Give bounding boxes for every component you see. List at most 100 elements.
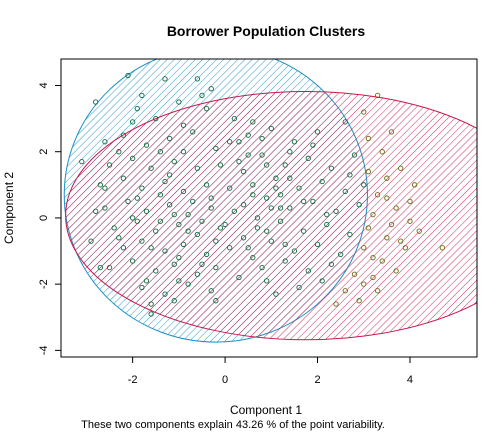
data-point [333,208,339,214]
data-point [139,185,145,191]
data-point [148,301,154,307]
data-point [180,188,187,195]
data-point [153,268,159,274]
data-point [213,145,219,152]
data-point [370,211,376,218]
data-point [411,182,418,188]
data-point [148,245,154,251]
data-point [102,185,108,191]
data-point [116,149,122,155]
data-point [166,135,173,142]
data-point [120,132,127,138]
data-point [407,218,413,224]
data-point [171,261,177,267]
x-tick-label: 4 [407,374,413,386]
data-point [116,235,122,241]
data-point [259,152,265,158]
data-point [416,228,422,234]
data-point [277,205,284,211]
data-point [347,231,353,238]
data-point [291,139,298,145]
data-point [157,149,164,155]
data-point [245,245,251,251]
data-point [129,155,136,161]
data-point [125,198,131,205]
x-tick-label: 0 [222,374,228,386]
data-point [273,175,279,181]
y-tick-label: 0 [38,215,50,221]
data-point [194,231,201,238]
data-point [139,92,145,99]
data-point [176,278,182,284]
data-point [79,158,85,165]
data-point [153,115,159,122]
data-point [301,198,307,205]
data-point [287,149,293,155]
data-point [129,119,136,125]
data-point [125,72,131,79]
data-point [171,158,177,165]
data-point [97,182,103,188]
data-point [102,139,108,145]
data-point [185,211,191,218]
data-point [379,149,385,155]
data-point [319,278,325,284]
y-axis-label: Component 2 [2,172,16,244]
data-point [250,119,256,125]
data-point [365,168,372,175]
data-point [222,221,228,228]
data-point [166,172,173,178]
data-point [264,228,270,234]
data-point [199,261,205,267]
data-point [88,238,94,244]
data-point [268,238,274,244]
data-point [217,162,224,168]
data-point [194,271,201,277]
data-point [361,109,367,115]
data-point [365,225,372,231]
data-point [236,158,242,165]
y-tick-label: -2 [38,279,50,289]
data-point [398,238,404,244]
data-point [361,182,367,188]
variability-caption: These two components explain 43.26 % of … [81,419,385,431]
data-point [93,208,99,214]
data-point [342,288,348,294]
data-point [264,195,270,201]
data-point [185,228,191,234]
data-point [351,152,358,158]
data-point [407,198,413,205]
data-point [143,142,150,148]
data-point [139,238,145,244]
data-point [254,225,261,231]
data-point [314,241,321,248]
data-point [268,125,274,132]
data-point [337,251,344,258]
data-point [176,221,182,228]
data-point [324,211,330,218]
data-point [120,245,127,251]
data-point [361,281,367,287]
data-point [190,129,196,135]
data-point [231,208,237,214]
data-point [287,205,293,211]
data-point [199,218,205,224]
data-point [157,192,164,198]
data-point [268,205,274,211]
data-point [342,188,348,195]
data-point [176,255,182,261]
data-point [310,198,316,205]
data-point [180,149,187,155]
data-point [213,264,219,271]
data-point [333,301,339,307]
data-point [106,162,113,168]
data-point [328,261,335,267]
data-point [250,182,256,188]
x-axis: -2 0 2 4 [128,357,413,386]
data-point [208,205,214,211]
y-tick-label: 4 [38,82,50,88]
data-point [134,195,140,201]
data-point [203,251,210,258]
data-point [245,132,251,138]
data-point [250,255,256,261]
